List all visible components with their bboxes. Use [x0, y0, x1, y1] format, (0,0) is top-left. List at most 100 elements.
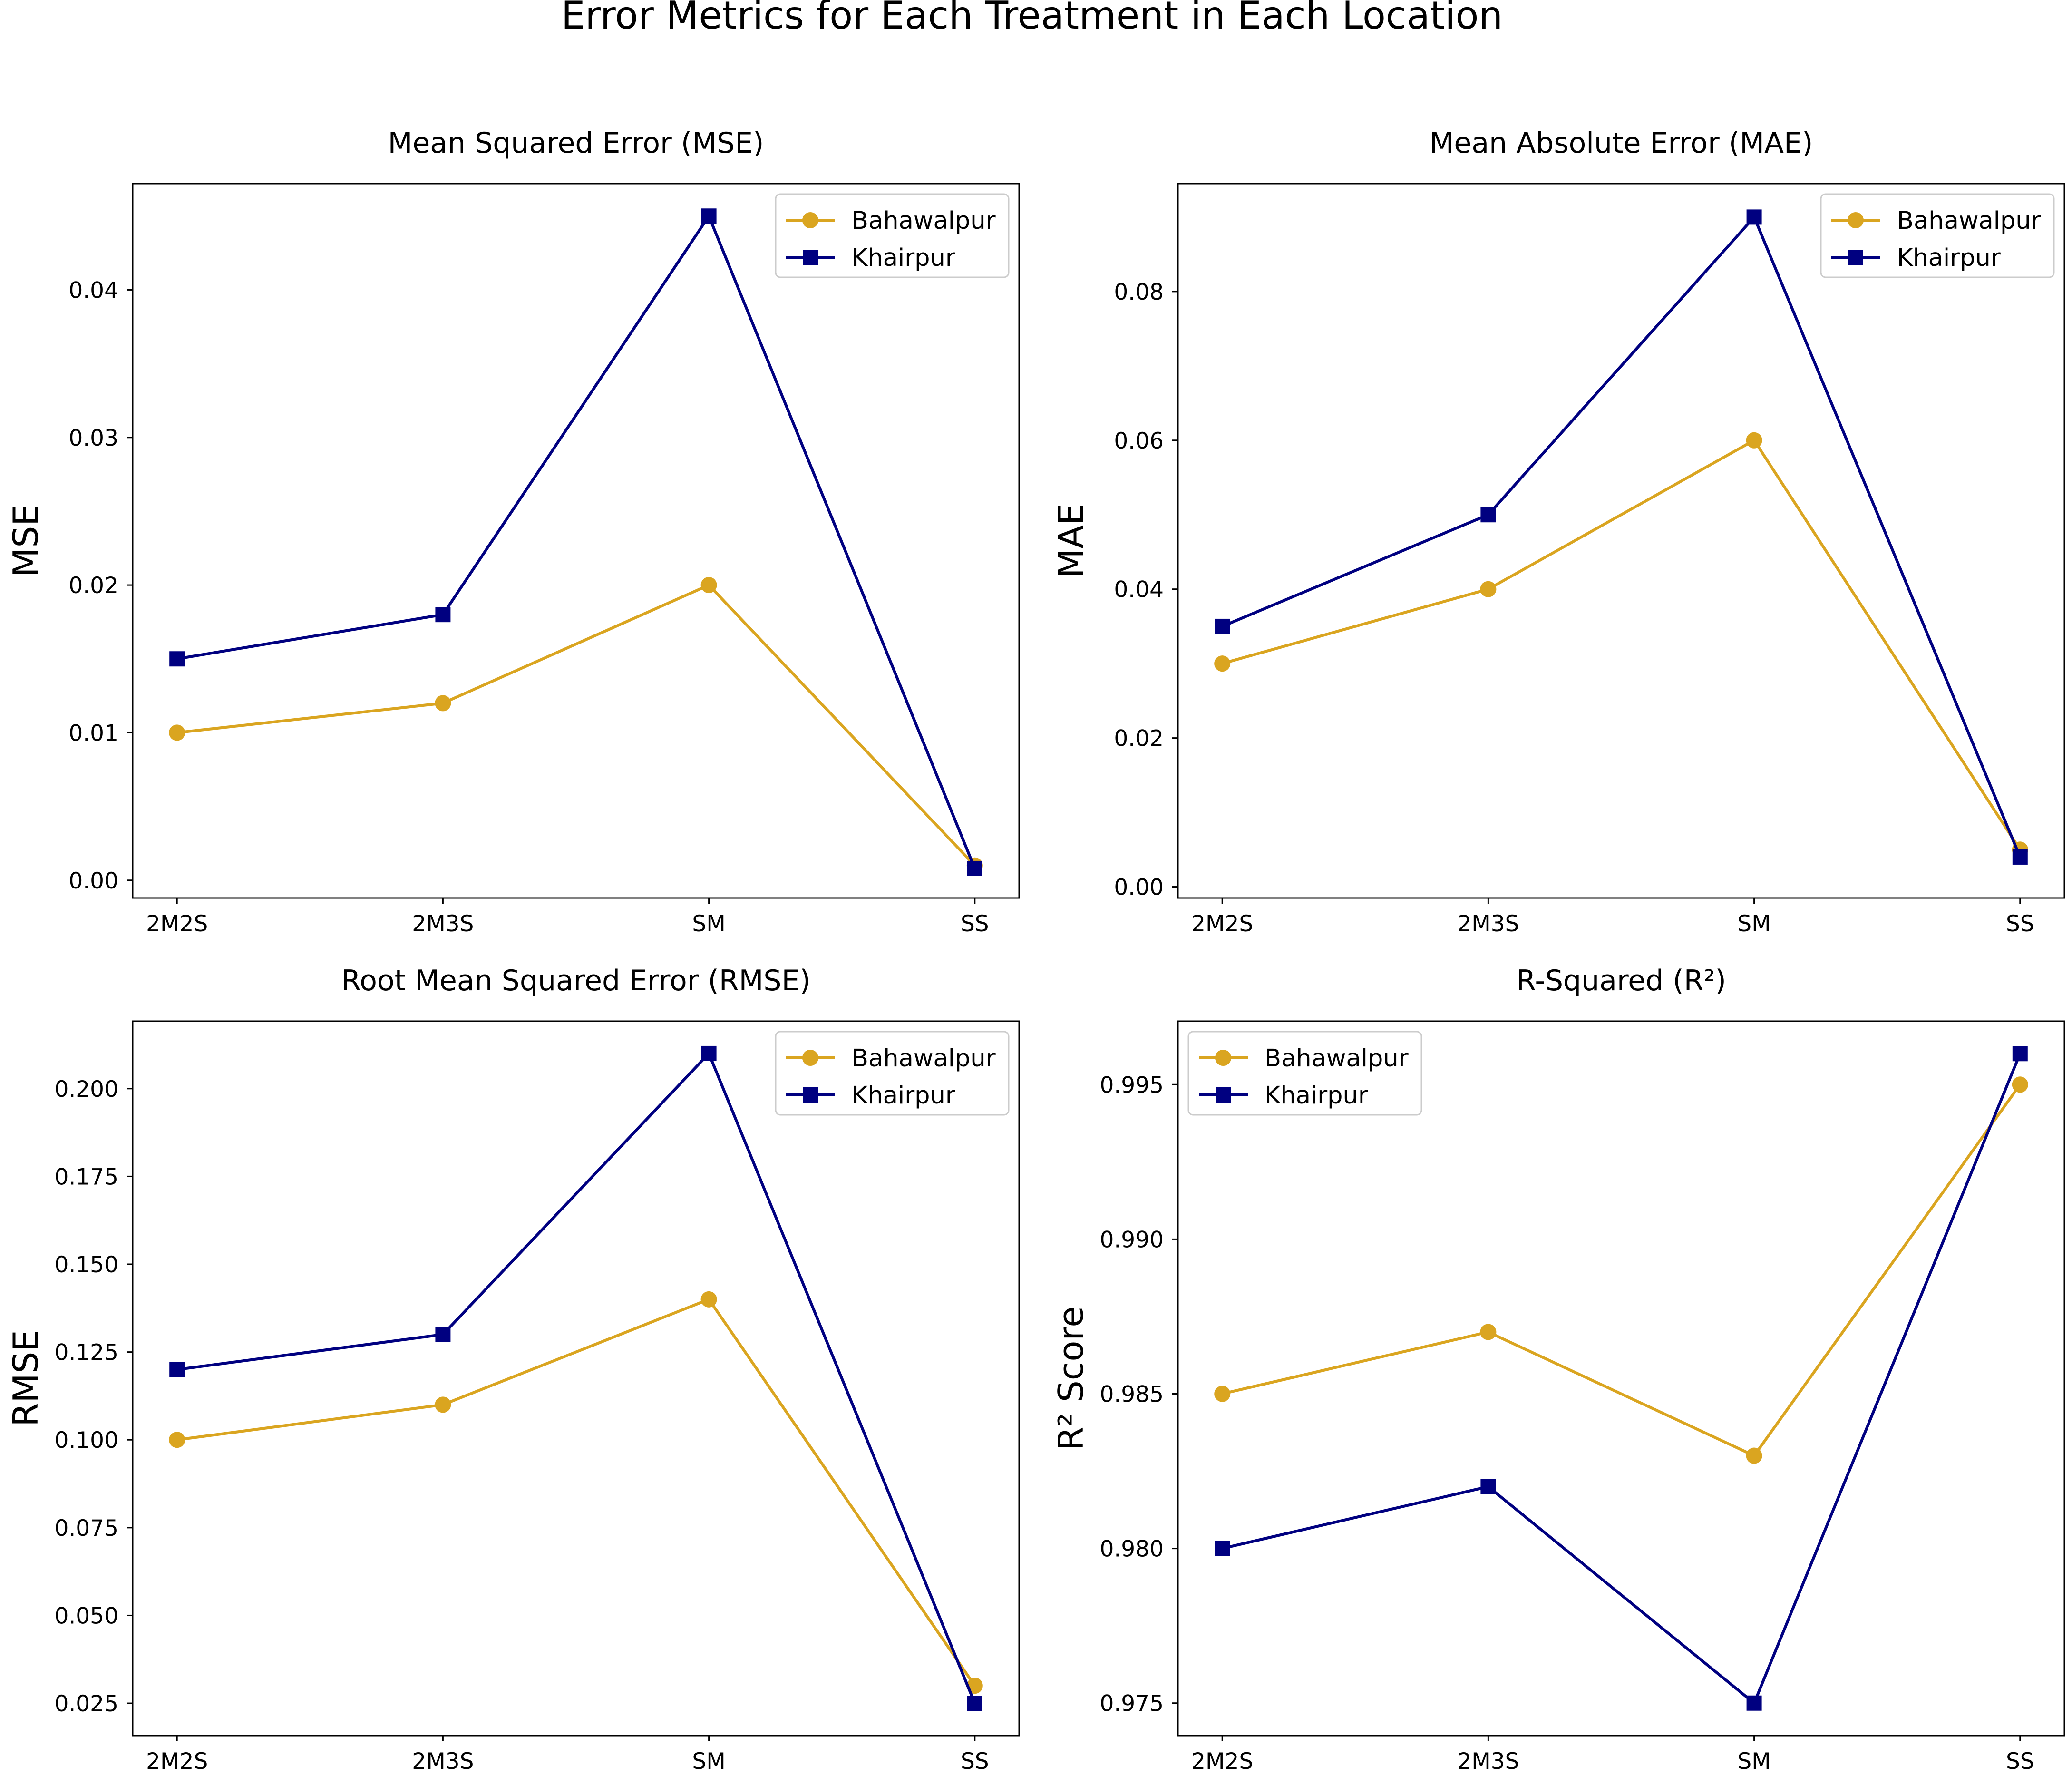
- x-tick-label: SS: [2006, 911, 2034, 937]
- data-point-khairpur: [2012, 1046, 2028, 1062]
- y-tick-label: 0.075: [54, 1515, 118, 1542]
- figure-title: Error Metrics for Each Treatment in Each…: [561, 0, 1503, 38]
- legend-marker-bahawalpur: [802, 1050, 818, 1066]
- series-line-bahawalpur: [176, 1298, 976, 1687]
- x-tick-label: 2M2S: [146, 911, 208, 937]
- series-line-khairpur: [1222, 215, 2022, 858]
- x-tick-label: SM: [692, 911, 725, 937]
- y-axis-label: MSE: [6, 504, 46, 577]
- y-tick-label: 0.100: [54, 1427, 118, 1454]
- legend-marker-khairpur: [803, 250, 818, 265]
- data-point-khairpur: [1215, 1541, 1230, 1556]
- data-point-khairpur: [967, 860, 982, 876]
- y-tick-label: 0.050: [54, 1603, 118, 1629]
- x-tick-label: 2M2S: [1191, 911, 1253, 937]
- x-tick-label: SM: [1737, 911, 1770, 937]
- data-point-bahawalpur: [169, 724, 185, 741]
- legend-marker-khairpur: [803, 1087, 818, 1103]
- data-point-bahawalpur: [1746, 1447, 1762, 1464]
- legend: Bahawalpur Khairpur: [1187, 1031, 1422, 1116]
- data-point-khairpur: [1480, 1479, 1496, 1494]
- legend-marker-bahawalpur: [802, 212, 818, 228]
- data-point-khairpur: [1215, 618, 1230, 634]
- legend-marker-khairpur: [1848, 250, 1863, 265]
- data-point-bahawalpur: [1480, 581, 1497, 597]
- data-point-khairpur: [435, 1327, 451, 1342]
- x-tick-label: 2M3S: [1457, 1748, 1519, 1775]
- panel-title: R-Squared (R²): [1516, 964, 1726, 997]
- data-point-bahawalpur: [1480, 1324, 1497, 1340]
- axes-frame: [132, 183, 1020, 899]
- x-tick-label: SM: [692, 1748, 725, 1775]
- series-line-khairpur: [176, 215, 976, 869]
- x-tick-label: 2M3S: [412, 1748, 474, 1775]
- panel-title: Mean Absolute Error (MAE): [1430, 127, 1813, 160]
- legend-label-khairpur: Khairpur: [1265, 1082, 1368, 1110]
- legend-marker-bahawalpur: [1848, 212, 1864, 228]
- y-axis-label: MAE: [1051, 504, 1091, 578]
- data-point-khairpur: [1480, 507, 1496, 523]
- y-tick-label: 0.980: [1099, 1536, 1164, 1562]
- y-tick-label: 0.00: [1114, 875, 1164, 901]
- panel-rmse: Root Mean Squared Error (RMSE) RMSE 2M2S 2M…: [6, 964, 1020, 1775]
- y-tick-label: 0.175: [54, 1164, 118, 1190]
- x-tick-label: SS: [961, 1748, 989, 1775]
- y-tick-label: 0.200: [54, 1076, 118, 1103]
- panel-r2: R-Squared (R²) R² Score 2M2S 2M3S SM SS 0.975 0…: [1051, 964, 2065, 1775]
- series-line-khairpur: [176, 1052, 976, 1704]
- series-line-bahawalpur: [1222, 1083, 2022, 1457]
- data-point-khairpur: [2012, 849, 2028, 865]
- legend-label-bahawalpur: Bahawalpur: [852, 1044, 996, 1073]
- data-point-khairpur: [435, 607, 451, 623]
- legend-marker-bahawalpur: [1215, 1050, 1231, 1066]
- data-point-bahawalpur: [1214, 1386, 1231, 1402]
- panel-mse: Mean Squared Error (MSE) MSE 2M2S 2M3S SM SS 0…: [6, 127, 1020, 937]
- legend: Bahawalpur Khairpur: [1820, 193, 2055, 278]
- y-tick-label: 0.975: [1099, 1691, 1164, 1717]
- data-point-khairpur: [1746, 209, 1762, 225]
- x-tick-label: 2M3S: [1457, 911, 1519, 937]
- legend-label-bahawalpur: Bahawalpur: [1265, 1044, 1409, 1073]
- y-tick-label: 0.02: [1114, 726, 1164, 752]
- axes-frame: [1177, 183, 2065, 899]
- panels: Mean Squared Error (MSE) MSE 2M2S 2M3S SM SS 0…: [6, 127, 2065, 1775]
- x-tick-label: SS: [961, 911, 989, 937]
- y-tick-label: 0.990: [1099, 1227, 1164, 1253]
- panel-mae: Mean Absolute Error (MAE) MAE 2M2S 2M3S SM SS…: [1051, 127, 2065, 937]
- y-tick-label: 0.985: [1099, 1382, 1164, 1408]
- y-tick-label: 0.025: [54, 1691, 118, 1717]
- series-line-bahawalpur: [176, 584, 976, 867]
- data-point-bahawalpur: [435, 1396, 451, 1413]
- y-tick-label: 0.06: [1114, 428, 1164, 454]
- y-tick-label: 0.04: [1114, 577, 1164, 603]
- panel-title: Root Mean Squared Error (RMSE): [341, 964, 811, 997]
- y-tick-label: 0.03: [68, 425, 118, 451]
- data-point-bahawalpur: [1214, 655, 1231, 672]
- data-point-bahawalpur: [2012, 1076, 2028, 1093]
- data-point-khairpur: [701, 1045, 717, 1061]
- y-tick-label: 0.08: [1114, 279, 1164, 305]
- data-point-bahawalpur: [700, 577, 717, 594]
- data-point-bahawalpur: [700, 1291, 717, 1308]
- y-tick-label: 0.01: [68, 720, 118, 746]
- data-point-khairpur: [169, 1362, 185, 1377]
- data-point-khairpur: [169, 651, 185, 667]
- data-point-khairpur: [967, 1696, 982, 1711]
- y-axis-label: RMSE: [6, 1330, 46, 1426]
- legend-label-khairpur: Khairpur: [852, 244, 955, 272]
- data-point-bahawalpur: [1746, 432, 1762, 449]
- x-tick-label: 2M3S: [412, 911, 474, 937]
- y-tick-label: 0.02: [68, 573, 118, 599]
- data-point-khairpur: [1746, 1695, 1762, 1711]
- legend-label-bahawalpur: Bahawalpur: [852, 207, 996, 235]
- panel-title: Mean Squared Error (MSE): [388, 127, 764, 160]
- axes-frame: [1177, 1020, 2065, 1737]
- y-tick-label: 0.125: [54, 1340, 118, 1366]
- legend-label-khairpur: Khairpur: [1897, 244, 2001, 272]
- series-line-khairpur: [1222, 1053, 2022, 1705]
- x-tick-label: 2M2S: [146, 1748, 208, 1775]
- x-tick-label: SS: [2006, 1748, 2034, 1775]
- y-tick-label: 0.150: [54, 1252, 118, 1278]
